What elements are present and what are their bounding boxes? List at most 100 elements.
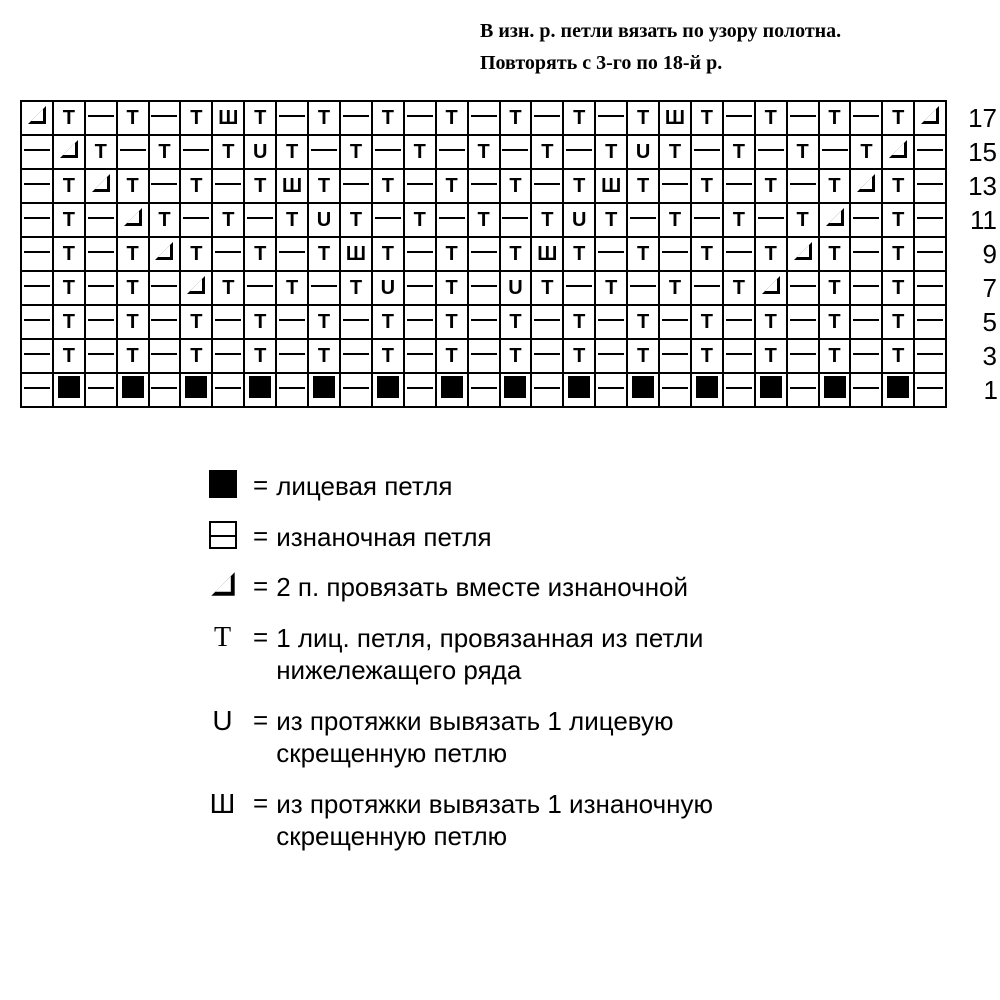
t-icon: T xyxy=(382,107,394,129)
chart-cell: T xyxy=(755,237,787,271)
chart-cell xyxy=(180,373,212,407)
t-icon: T xyxy=(214,622,231,654)
chart-cell xyxy=(627,373,659,407)
t-icon: T xyxy=(637,345,649,367)
chart-cell xyxy=(723,373,755,407)
chart-cell xyxy=(787,305,819,339)
row-number: 1 xyxy=(946,373,999,407)
chart-cell xyxy=(787,169,819,203)
t-icon: T xyxy=(828,175,840,197)
chart-cell: Ш xyxy=(531,237,563,271)
triangle-icon xyxy=(889,140,907,158)
purl-icon xyxy=(151,306,177,332)
chart-cell: T xyxy=(244,305,276,339)
purl-icon xyxy=(790,306,816,332)
chart-cell: T xyxy=(627,305,659,339)
t-icon: T xyxy=(509,243,521,265)
chart-cell xyxy=(850,373,882,407)
chart-cell xyxy=(531,169,563,203)
chart-cell: T xyxy=(691,339,723,373)
purl-icon xyxy=(439,136,465,162)
chart-cell xyxy=(787,339,819,373)
legend-text: из протяжки вывязать 1 изна­ночную скрещ… xyxy=(276,788,820,853)
chart-cell: T xyxy=(372,237,404,271)
chart-cell: U xyxy=(500,271,532,305)
chart-cell xyxy=(308,135,340,169)
chart-cell: T xyxy=(819,101,851,135)
chart-cell xyxy=(468,305,500,339)
purl-icon xyxy=(662,238,688,264)
chart-cell: T xyxy=(53,203,85,237)
chart-cell xyxy=(149,169,181,203)
chart-cell xyxy=(850,271,882,305)
chart-cell: T xyxy=(882,305,914,339)
t-icon: T xyxy=(733,209,745,231)
t-icon: T xyxy=(350,209,362,231)
purl-icon xyxy=(24,136,50,162)
chart-cell: T xyxy=(563,339,595,373)
chart-cell: T xyxy=(563,169,595,203)
chart-cell: T xyxy=(659,203,691,237)
purl-icon xyxy=(853,102,879,128)
filled-square-icon xyxy=(249,376,271,398)
chart-cell xyxy=(755,203,787,237)
u-icon: U xyxy=(381,277,395,299)
chart-cell: U xyxy=(563,203,595,237)
t-icon: T xyxy=(286,141,298,163)
u-icon: U xyxy=(508,277,522,299)
chart-cell xyxy=(436,203,468,237)
purl-icon xyxy=(471,170,497,196)
chart-cell xyxy=(85,169,117,203)
purl-icon xyxy=(24,238,50,264)
t-icon: T xyxy=(892,107,904,129)
chart-cell xyxy=(372,135,404,169)
chart-cell xyxy=(468,271,500,305)
purl-icon xyxy=(311,272,337,298)
chart-cell xyxy=(595,373,627,407)
chart-cell: T xyxy=(819,271,851,305)
purl-icon xyxy=(407,340,433,366)
chart-cell xyxy=(787,271,819,305)
t-icon: T xyxy=(190,311,202,333)
filled-square-icon xyxy=(209,470,237,498)
purl-icon xyxy=(279,306,305,332)
purl-icon xyxy=(375,204,401,230)
chart-cell xyxy=(436,373,468,407)
filled-square-icon xyxy=(58,376,80,398)
t-icon: T xyxy=(892,277,904,299)
legend-text: из протяжки вывязать 1 лицевую скрещенну… xyxy=(276,705,820,770)
chart-cell xyxy=(404,169,436,203)
chart-cell xyxy=(404,339,436,373)
chart-cell xyxy=(21,135,53,169)
chart-cell: T xyxy=(882,339,914,373)
purl-icon xyxy=(726,102,752,128)
chart-cell: T xyxy=(500,305,532,339)
chart-cell: T xyxy=(53,237,85,271)
t-icon: T xyxy=(828,311,840,333)
purl-icon xyxy=(917,170,943,196)
t-icon: T xyxy=(828,277,840,299)
chart-cell xyxy=(468,101,500,135)
u-icon: U xyxy=(572,209,586,231)
t-icon: T xyxy=(892,345,904,367)
t-icon: T xyxy=(126,311,138,333)
t-icon: T xyxy=(509,345,521,367)
t-icon: T xyxy=(892,243,904,265)
chart-cell: T xyxy=(404,135,436,169)
t-icon: T xyxy=(573,311,585,333)
chart-cell xyxy=(85,305,117,339)
t-icon: T xyxy=(254,311,266,333)
chart-cell: T xyxy=(595,203,627,237)
chart-cell: T xyxy=(212,271,244,305)
chart-cell: T xyxy=(53,305,85,339)
t-icon: T xyxy=(254,175,266,197)
purl-icon xyxy=(215,306,241,332)
chart-cell: T xyxy=(755,305,787,339)
filled-square-icon xyxy=(504,376,526,398)
chart-cell xyxy=(276,237,308,271)
legend-text: изнаночная петля xyxy=(276,521,491,554)
filled-square-icon xyxy=(632,376,654,398)
chart-cell xyxy=(500,203,532,237)
chart-cell xyxy=(914,203,946,237)
purl-icon xyxy=(151,374,177,400)
